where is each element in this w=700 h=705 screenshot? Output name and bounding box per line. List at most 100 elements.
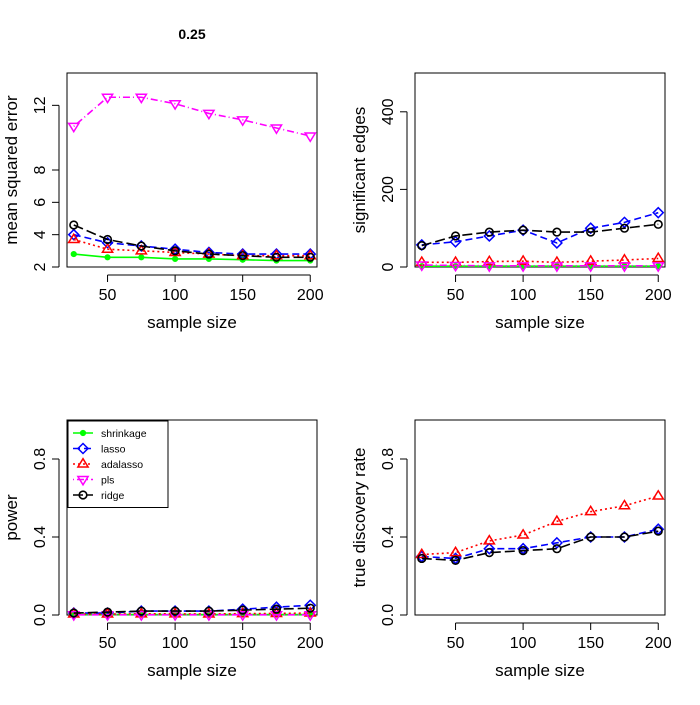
data-point-ridge — [69, 220, 79, 230]
data-point-pls — [618, 262, 631, 273]
data-point-shrinkage — [138, 254, 145, 261]
data-point-ridge — [305, 603, 315, 613]
data-point-lasso — [449, 235, 462, 248]
y-tick-label: 12 — [32, 96, 49, 114]
chart-panel-3: 50 100 150 200 sample size 0.0 0.4 0.8 power shri… — [2, 419, 324, 680]
data-point-adalasso — [134, 607, 148, 618]
data-point-lasso — [550, 536, 563, 549]
data-point-ridge — [552, 544, 562, 554]
data-point-pls — [303, 132, 317, 143]
data-point-adalasso — [516, 254, 530, 265]
data-point-pls — [202, 109, 216, 121]
data-point-pls — [270, 611, 283, 622]
data-point-ridge — [170, 246, 180, 256]
data-point-ridge — [653, 526, 663, 536]
data-point-lasso — [652, 206, 665, 219]
data-point-adalasso — [618, 253, 631, 264]
data-point-ridge — [305, 252, 315, 262]
series-line-pls — [421, 264, 659, 267]
data-point-lasso — [550, 236, 563, 250]
series-line-ridge — [73, 224, 311, 259]
legend-label-pls: pls — [101, 475, 114, 487]
x-axis-title: sample size — [495, 313, 585, 332]
data-point-ridge — [619, 532, 630, 542]
y-tick-label: 0.8 — [32, 448, 49, 470]
data-point-adalasso — [415, 547, 429, 559]
data-point-ridge — [102, 607, 113, 617]
y-tick-label: 0.0 — [380, 604, 397, 626]
y-tick-label: 8 — [32, 165, 49, 174]
plot-frame — [66, 72, 318, 268]
x-axis-title: sample size — [147, 661, 237, 680]
data-point-ridge — [170, 606, 180, 616]
legend-label-lasso: lasso — [101, 444, 126, 456]
x-tick-label: 150 — [577, 287, 604, 304]
x-tick-label: 100 — [510, 287, 537, 304]
legend-label-ridge: ridge — [101, 490, 125, 502]
x-tick-label: 200 — [297, 635, 324, 652]
series-line-adalasso — [73, 238, 311, 257]
y-tick-label: 6 — [32, 198, 49, 207]
legend: shrinkage lasso adalasso pls ridge — [67, 420, 169, 508]
series-line-lasso — [421, 211, 659, 246]
y-tick-label: 2 — [32, 262, 49, 271]
x-tick-label: 200 — [645, 287, 672, 304]
data-point-adalasso — [449, 545, 462, 557]
series-line-ridge — [73, 607, 311, 614]
data-point-pls — [236, 116, 250, 127]
series-line-ridge — [421, 530, 659, 562]
series-line-adalasso — [421, 495, 659, 556]
data-point-ridge — [102, 234, 113, 245]
data-point-adalasso — [584, 254, 598, 265]
data-point-lasso — [584, 222, 597, 235]
data-point-ridge — [238, 251, 248, 261]
data-point-ridge — [653, 219, 663, 229]
series-ridge — [417, 526, 663, 566]
chart-panel-4: 50 100 150 200 sample size 0.0 0.4 0.8 true disc… — [350, 419, 672, 680]
y-axis-title: true discovery rate — [350, 448, 369, 588]
data-point-ridge — [518, 225, 528, 235]
legend-label-adalasso: adalasso — [101, 459, 143, 471]
data-point-adalasso — [584, 504, 598, 516]
legend-marker-adalasso — [76, 457, 90, 468]
series-line-ridge — [421, 223, 659, 247]
y-axis-title: power — [2, 494, 21, 541]
y-tick-label: 0 — [380, 262, 397, 271]
data-point-pls — [134, 93, 148, 104]
data-point-ridge — [204, 606, 214, 616]
data-point-pls — [67, 122, 81, 134]
data-point-ridge — [136, 241, 146, 251]
data-point-pls — [651, 262, 665, 273]
x-tick-label: 50 — [447, 635, 465, 652]
series-ridge — [69, 603, 315, 618]
data-point-ridge — [69, 608, 79, 618]
data-point-lasso — [618, 216, 631, 229]
chart-panel-2: 50 100 150 200 sample size 0 200 400 significant… — [350, 72, 672, 332]
x-tick-label: 100 — [162, 287, 189, 304]
x-tick-label: 200 — [645, 635, 672, 652]
data-point-ridge — [238, 605, 248, 615]
data-point-pls — [270, 124, 283, 135]
x-tick-label: 200 — [297, 287, 324, 304]
y-tick-label: 400 — [380, 98, 397, 125]
data-point-pls — [415, 261, 429, 272]
data-point-adalasso — [618, 499, 631, 510]
data-point-ridge — [450, 555, 461, 566]
series-line-pls — [73, 96, 311, 137]
series-adalasso — [415, 489, 665, 559]
x-tick-label: 150 — [229, 287, 256, 304]
legend-marker-ridge — [78, 490, 88, 500]
data-point-ridge — [484, 547, 494, 558]
legend-marker-pls — [76, 475, 90, 487]
legend-marker-shrinkage — [79, 429, 87, 437]
y-tick-label: 200 — [380, 176, 397, 203]
x-tick-label: 50 — [99, 287, 117, 304]
y-tick-label: 0.4 — [380, 526, 397, 548]
data-point-ridge — [417, 241, 427, 251]
data-point-pls — [134, 611, 148, 622]
data-point-pls — [584, 262, 598, 273]
series-line-shrinkage — [73, 253, 311, 262]
y-axis-title: significant edges — [350, 107, 369, 234]
data-point-pls — [550, 262, 564, 273]
